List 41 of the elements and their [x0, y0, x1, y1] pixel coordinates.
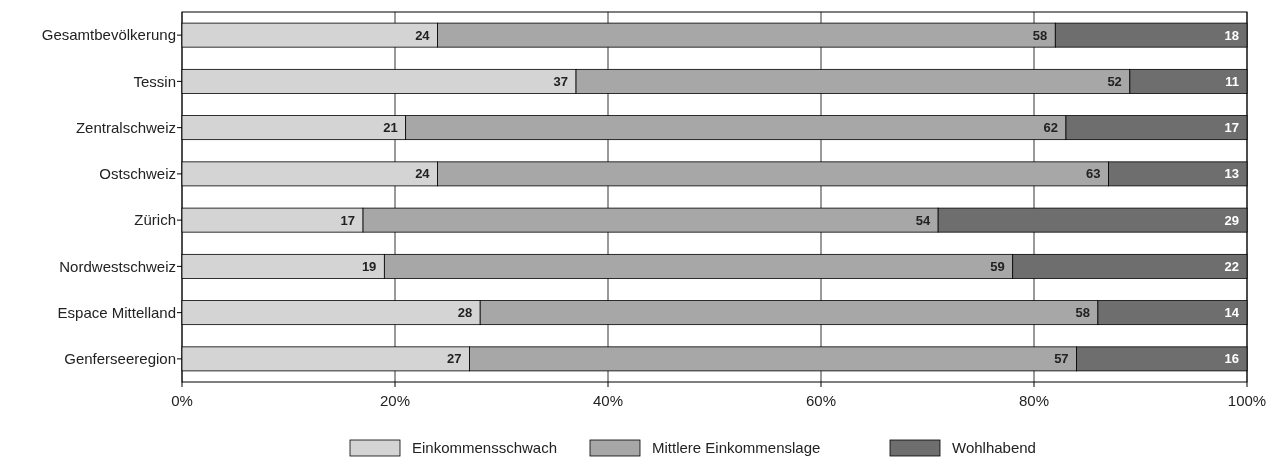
data-label: 63	[1086, 166, 1101, 182]
data-label: 54	[915, 212, 931, 228]
data-label: 57	[1054, 351, 1069, 367]
data-label: 19	[361, 258, 377, 274]
data-label: 11	[1225, 73, 1239, 89]
y-tick-label: Ostschweiz	[99, 165, 176, 183]
data-label: 14	[1224, 305, 1240, 321]
x-tick-label: 20%	[379, 392, 411, 409]
data-label: 18	[1224, 27, 1239, 43]
x-tick-label: 80%	[1018, 392, 1050, 409]
data-label: 22	[1224, 258, 1239, 274]
y-tick-label: Zentralschweiz	[75, 118, 176, 136]
data-label: 13	[1224, 166, 1239, 182]
data-label: 52	[1107, 73, 1122, 89]
data-label: 58	[1075, 305, 1090, 321]
data-label: 17	[340, 212, 356, 228]
x-tick-label: 60%	[805, 392, 837, 409]
data-label: 24	[415, 166, 431, 182]
y-tick-label: Tessin	[133, 72, 176, 90]
data-label: 17	[1224, 120, 1239, 136]
data-label: 24	[415, 27, 431, 43]
y-tick-label: Genferseeregion	[64, 350, 176, 368]
data-label: 21	[383, 120, 398, 136]
y-tick-label: Espace Mittelland	[57, 303, 176, 321]
y-tick-label: Zürich	[134, 211, 176, 229]
data-label: 28	[457, 305, 473, 321]
data-label: 59	[990, 258, 1005, 274]
data-label: 16	[1224, 351, 1239, 367]
x-tick-label: 100%	[1227, 392, 1267, 409]
x-tick-label: 40%	[592, 392, 624, 409]
data-label: 62	[1043, 120, 1058, 136]
data-label: 29	[1224, 212, 1239, 228]
y-tick-label: Gesamtbevölkerung	[41, 26, 176, 44]
data-label: 27	[447, 351, 462, 367]
data-label: 58	[1032, 27, 1048, 43]
legend-label: Wohlhabend	[952, 439, 1036, 457]
legend-label: Mittlere Einkommenslage	[652, 439, 821, 457]
legend-label: Einkommensschwach	[412, 439, 558, 457]
data-label: 37	[553, 73, 569, 89]
x-tick-label: 0%	[171, 392, 193, 409]
y-tick-label: Nordwestschweiz	[59, 257, 176, 275]
